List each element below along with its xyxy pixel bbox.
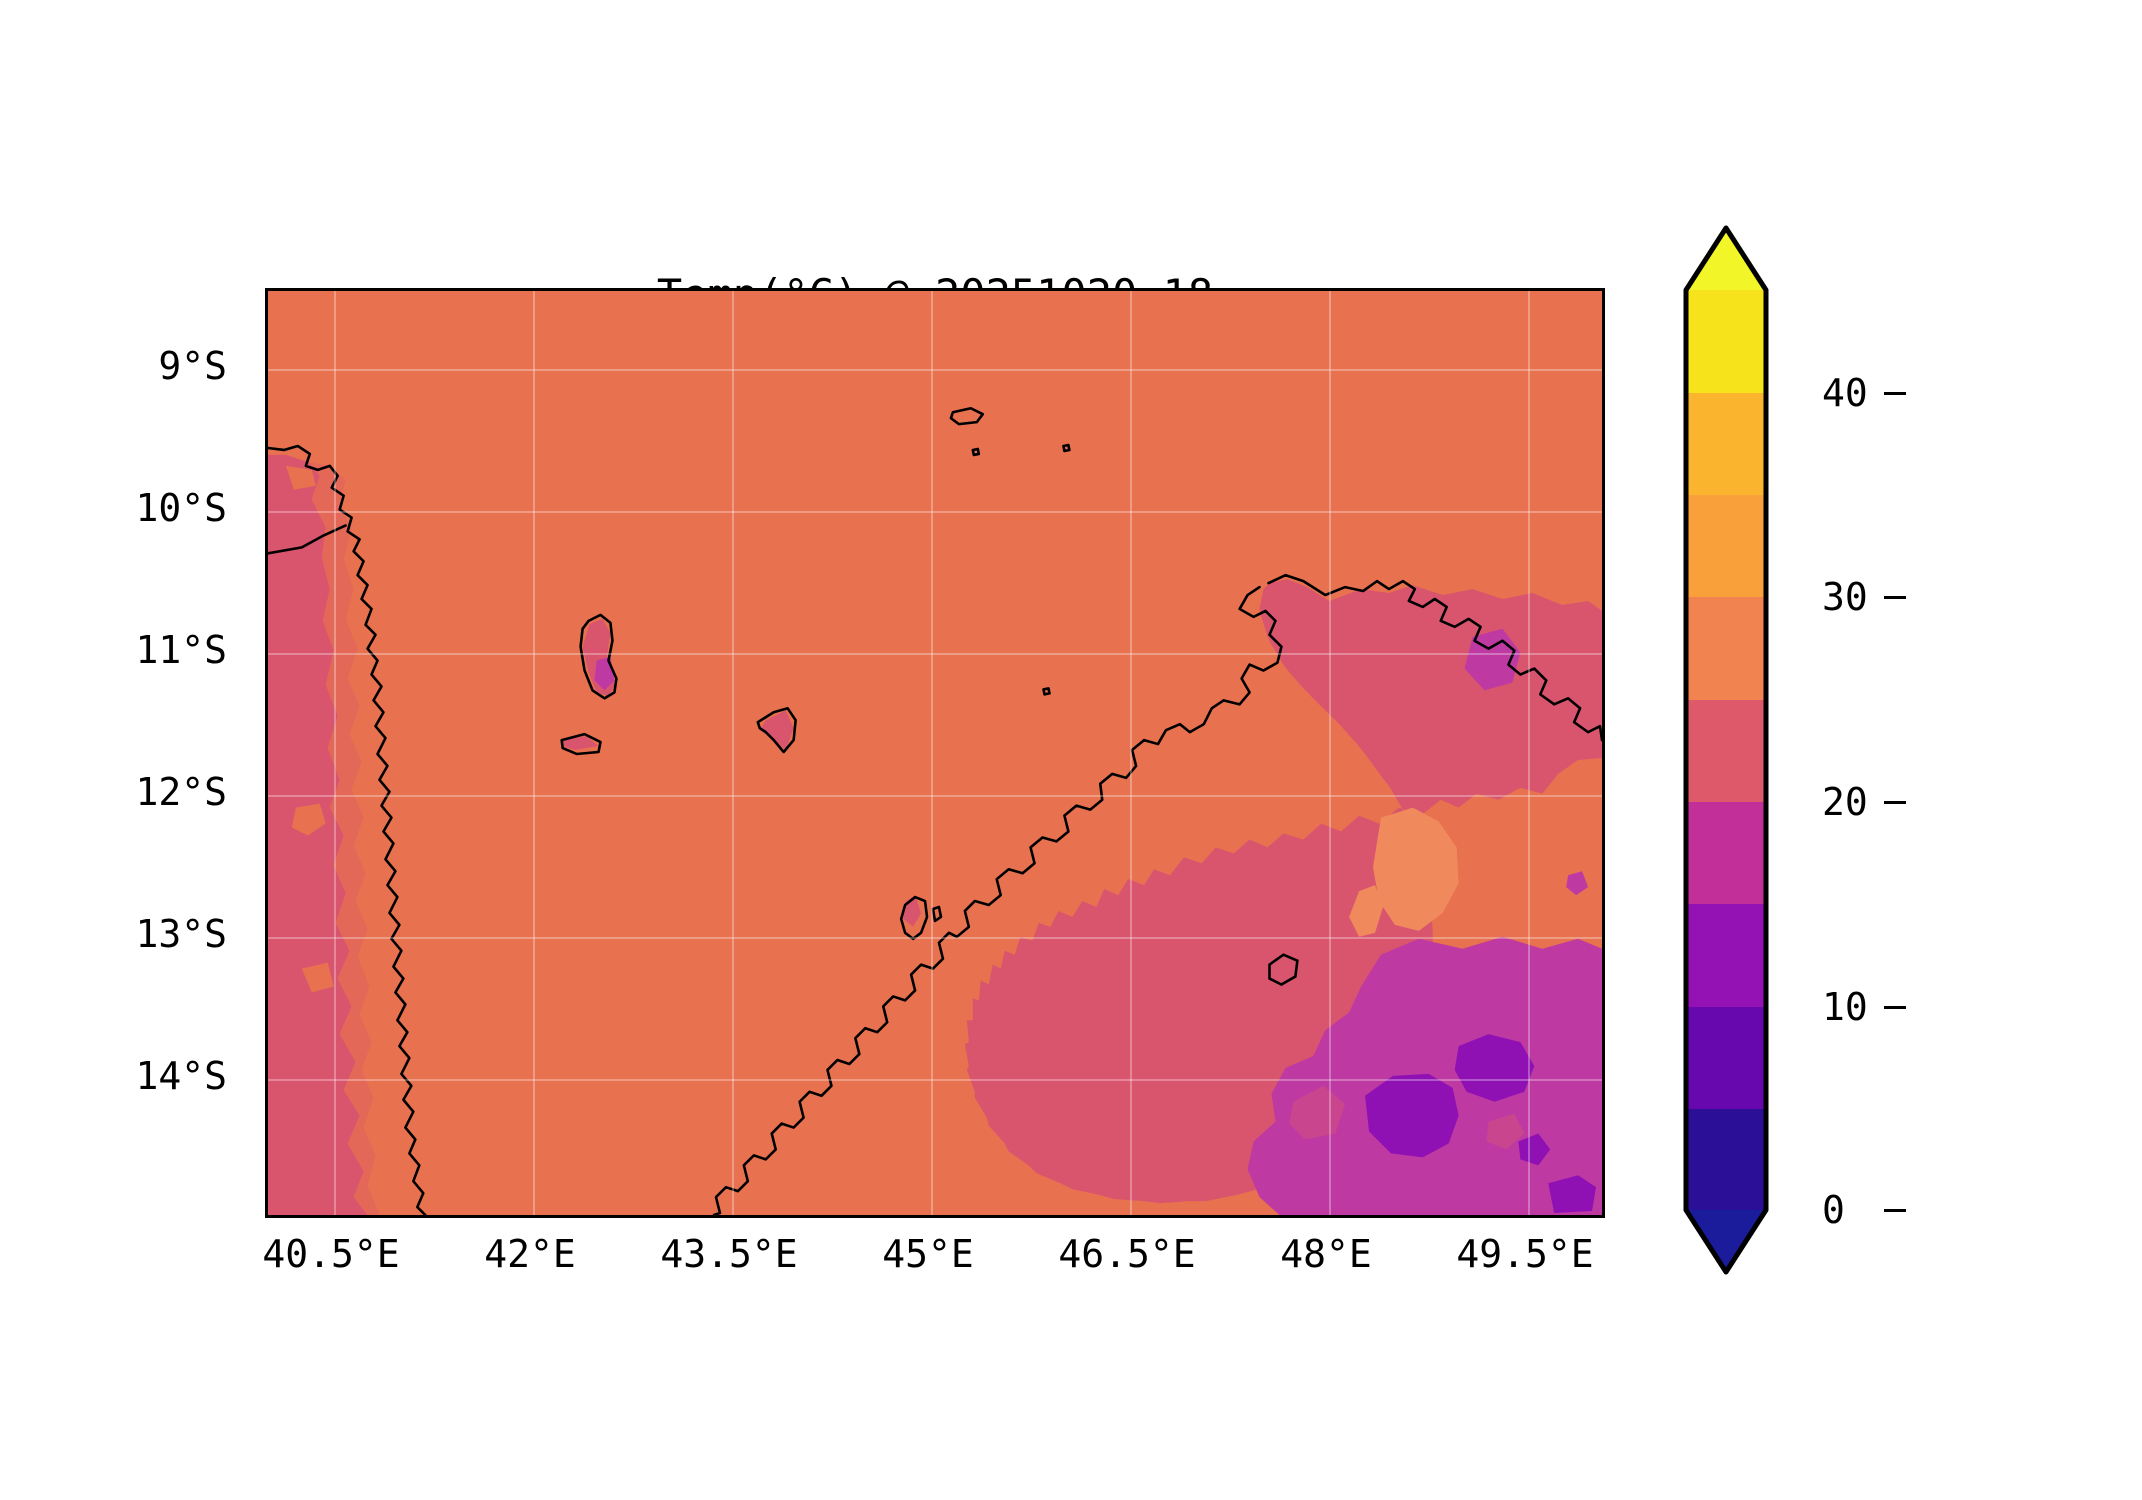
gridline-vertical: [1528, 291, 1530, 1215]
mayotte-coastline: [899, 895, 929, 941]
gridline-horizontal: [268, 369, 1602, 371]
madagascar-thermal-bands: [964, 579, 1602, 1215]
x-axis-ticklabels: 40.5°E 42°E 43.5°E 45°E 46.5°E 48°E 49.5…: [262, 1232, 1605, 1292]
x-ticklabel: 42°E: [484, 1232, 576, 1276]
grande-comore-coastline: [579, 613, 618, 700]
colorbar-ticklabel: 10: [1822, 985, 1868, 1029]
colorbar-ticklabel: 20: [1822, 780, 1868, 824]
x-ticklabel: 46.5°E: [1058, 1232, 1196, 1276]
colorbar-ticklabel: 0: [1822, 1188, 1845, 1232]
coastline-layer: [268, 406, 1602, 1215]
colorbar-tickmark: [1884, 392, 1906, 395]
y-ticklabel: 9°S: [158, 344, 227, 388]
y-ticklabel: 14°S: [135, 1054, 227, 1098]
y-axis-ticklabels: 9°S 10°S 11°S 12°S 13°S 14°S: [0, 288, 245, 1218]
africa-thermal-bands: [268, 454, 380, 1215]
islet-dot-2: [1062, 443, 1071, 453]
moheli-coastline: [560, 732, 602, 756]
colorbar-tickmark: [1884, 1006, 1906, 1009]
gridline-horizontal: [268, 937, 1602, 939]
y-ticklabel: 13°S: [135, 912, 227, 956]
colorbar-tickmark: [1884, 801, 1906, 804]
gridline-horizontal: [268, 511, 1602, 513]
colorbar[interactable]: 40 30 20 10 0: [1680, 168, 1906, 1333]
islet-dot-3: [1042, 687, 1051, 696]
gridline-vertical: [1130, 291, 1132, 1215]
colorbar-ticklabels: 40 30 20 10 0: [1786, 168, 1926, 1333]
colorbar-ticklabel: 30: [1822, 575, 1868, 619]
y-ticklabel: 12°S: [135, 770, 227, 814]
islet-dot-1: [971, 447, 981, 457]
gridline-vertical: [533, 291, 535, 1215]
colorbar-tickmark: [1884, 1209, 1906, 1212]
x-ticklabel: 43.5°E: [660, 1232, 798, 1276]
gridline-vertical: [931, 291, 933, 1215]
y-ticklabel: 11°S: [135, 628, 227, 672]
x-ticklabel: 48°E: [1280, 1232, 1372, 1276]
colorbar-tickmark: [1884, 596, 1906, 599]
gridline-vertical: [732, 291, 734, 1215]
mayotte-islet: [931, 905, 943, 923]
gridline-horizontal: [268, 795, 1602, 797]
y-ticklabel: 10°S: [135, 486, 227, 530]
nosy-be-island-fill: [1277, 962, 1292, 977]
x-ticklabel: 40.5°E: [262, 1232, 400, 1276]
africa-border-line: [268, 524, 347, 555]
gridline-vertical: [1329, 291, 1331, 1215]
offshore-islands: [1268, 953, 1299, 986]
africa-coastline: [268, 444, 427, 1215]
x-ticklabel: 49.5°E: [1456, 1232, 1594, 1276]
anjouan-coastline: [756, 706, 797, 754]
gridline-vertical: [334, 291, 336, 1215]
colorbar-outline: [1683, 225, 1769, 1275]
colorbar-ticklabel: 40: [1822, 371, 1868, 415]
temperature-field: [268, 291, 1602, 1215]
aldabra-coastline: [949, 406, 985, 426]
gridline-horizontal: [268, 653, 1602, 655]
x-ticklabel: 45°E: [882, 1232, 974, 1276]
gridline-horizontal: [268, 1079, 1602, 1081]
madagascar-coastline: [712, 573, 1602, 1215]
colorbar-gradient: [1683, 225, 1769, 1275]
map-plot-area[interactable]: [265, 288, 1605, 1218]
